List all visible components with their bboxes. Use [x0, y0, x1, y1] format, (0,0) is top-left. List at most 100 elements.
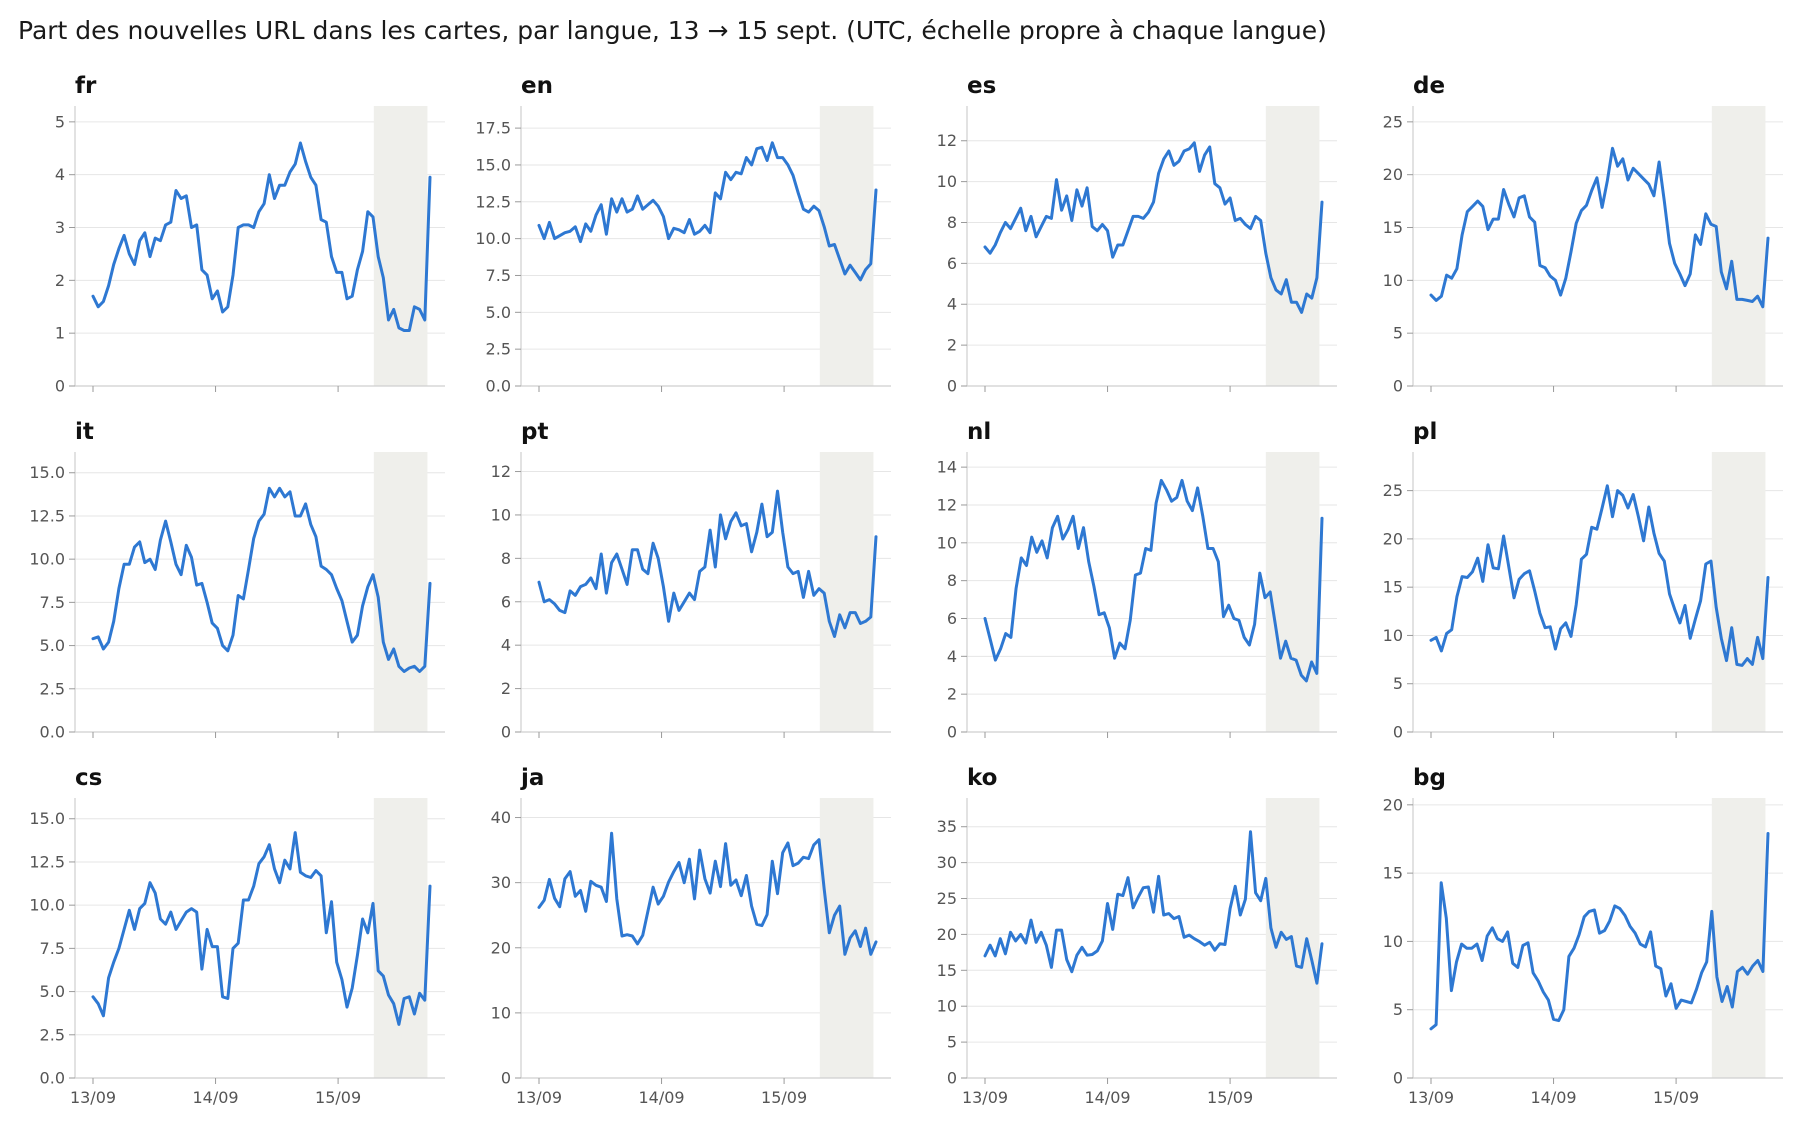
y-tick-label: 10: [1383, 271, 1403, 290]
y-tick-label: 10.0: [475, 229, 511, 248]
series-line-pt: [537, 489, 878, 638]
y-tick-label: 15: [937, 961, 957, 980]
panel-title-de: de: [1413, 73, 1445, 99]
panel-title-en: en: [521, 73, 553, 99]
y-tick-label: 6: [947, 609, 957, 628]
y-tick-label: 25: [1383, 481, 1403, 500]
y-tick-label: 7.5: [40, 593, 65, 612]
y-tick-label: 5: [55, 112, 65, 131]
y-tick-label: 0: [1393, 1069, 1403, 1088]
y-tick-label: 40: [491, 808, 511, 827]
y-tick-label: 10: [491, 505, 511, 524]
y-tick-label: 5.0: [40, 982, 65, 1001]
y-tick-label: 3: [55, 218, 65, 237]
y-tick-label: 2: [501, 679, 511, 698]
y-tick-label: 2.5: [40, 1025, 65, 1044]
panel-title-pt: pt: [521, 419, 548, 445]
y-tick-label: 4: [947, 295, 957, 314]
y-tick-label: 14: [937, 458, 957, 477]
y-tick-label: 8: [947, 571, 957, 590]
y-tick-label: 10.0: [29, 550, 65, 569]
y-tick-label: 0: [501, 1069, 511, 1088]
y-tick-label: 25: [937, 889, 957, 908]
page-title: Part des nouvelles URL dans les cartes, …: [18, 16, 1327, 45]
y-tick-label: 6: [501, 592, 511, 611]
panel-title-bg: bg: [1413, 765, 1446, 791]
y-tick-label: 0: [947, 723, 957, 742]
y-tick-label: 15: [1383, 864, 1403, 883]
y-tick-label: 0: [947, 377, 957, 396]
series-line-de: [1429, 146, 1770, 309]
y-tick-label: 30: [937, 853, 957, 872]
y-tick-label: 12.5: [475, 192, 511, 211]
y-tick-label: 35: [937, 817, 957, 836]
series-line-bg: [1429, 832, 1770, 1031]
x-tick-label: 15/09: [1653, 1088, 1699, 1107]
y-tick-label: 10: [937, 533, 957, 552]
y-tick-label: 15.0: [29, 463, 65, 482]
y-tick-label: 0.0: [40, 723, 65, 742]
x-tick-label: 15/09: [761, 1088, 807, 1107]
y-tick-label: 0: [1393, 723, 1403, 742]
shaded-band: [373, 452, 428, 732]
series-line-fr: [91, 141, 432, 332]
series-line-it: [91, 486, 432, 673]
y-tick-label: 10: [1383, 932, 1403, 951]
y-tick-label: 12.5: [29, 852, 65, 871]
y-tick-label: 6: [947, 254, 957, 273]
y-tick-label: 0: [501, 723, 511, 742]
panel-title-fr: fr: [75, 73, 97, 99]
y-tick-label: 20: [937, 925, 957, 944]
y-tick-label: 12.5: [29, 506, 65, 525]
shaded-band: [1711, 452, 1766, 732]
shaded-band: [373, 798, 428, 1078]
y-tick-label: 20: [491, 938, 511, 957]
shaded-band: [819, 798, 874, 1078]
y-tick-label: 7.5: [40, 939, 65, 958]
series-line-pl: [1429, 484, 1770, 667]
y-tick-label: 4: [55, 165, 65, 184]
y-tick-label: 0: [55, 377, 65, 396]
x-tick-label: 13/09: [962, 1088, 1008, 1107]
series-line-es: [983, 141, 1324, 314]
y-tick-label: 5.0: [40, 636, 65, 655]
x-tick-label: 15/09: [315, 1088, 361, 1107]
y-tick-label: 5: [1393, 324, 1403, 343]
y-tick-label: 12: [937, 131, 957, 150]
y-tick-label: 4: [501, 636, 511, 655]
x-tick-label: 14/09: [192, 1088, 238, 1107]
y-tick-label: 0: [1393, 377, 1403, 396]
y-tick-label: 15.0: [29, 809, 65, 828]
y-tick-label: 17.5: [475, 119, 511, 138]
y-tick-label: 2: [947, 685, 957, 704]
x-tick-label: 14/09: [1084, 1088, 1130, 1107]
x-tick-label: 13/09: [516, 1088, 562, 1107]
panel-title-cs: cs: [75, 765, 102, 791]
y-tick-label: 15: [1383, 218, 1403, 237]
y-tick-label: 10.0: [29, 896, 65, 915]
series-line-nl: [983, 478, 1324, 683]
y-tick-label: 10: [937, 172, 957, 191]
y-tick-label: 0.0: [486, 377, 511, 396]
y-tick-label: 15.0: [475, 155, 511, 174]
series-line-cs: [91, 831, 432, 1026]
y-tick-label: 1: [55, 324, 65, 343]
panel-title-ja: ja: [520, 765, 544, 791]
y-tick-label: 12: [491, 462, 511, 481]
panel-title-it: it: [75, 419, 94, 445]
y-tick-label: 10: [1383, 626, 1403, 645]
panel-title-ko: ko: [967, 765, 997, 791]
x-tick-label: 14/09: [638, 1088, 684, 1107]
y-tick-label: 0: [947, 1069, 957, 1088]
y-tick-label: 2: [55, 271, 65, 290]
y-tick-label: 5: [1393, 1000, 1403, 1019]
y-tick-label: 7.5: [486, 266, 511, 285]
x-tick-label: 14/09: [1530, 1088, 1576, 1107]
shaded-band: [373, 106, 428, 386]
x-tick-label: 13/09: [1408, 1088, 1454, 1107]
panel-title-pl: pl: [1413, 419, 1437, 445]
y-tick-label: 4: [947, 647, 957, 666]
y-tick-label: 2.5: [40, 679, 65, 698]
shaded-band: [1711, 106, 1766, 386]
